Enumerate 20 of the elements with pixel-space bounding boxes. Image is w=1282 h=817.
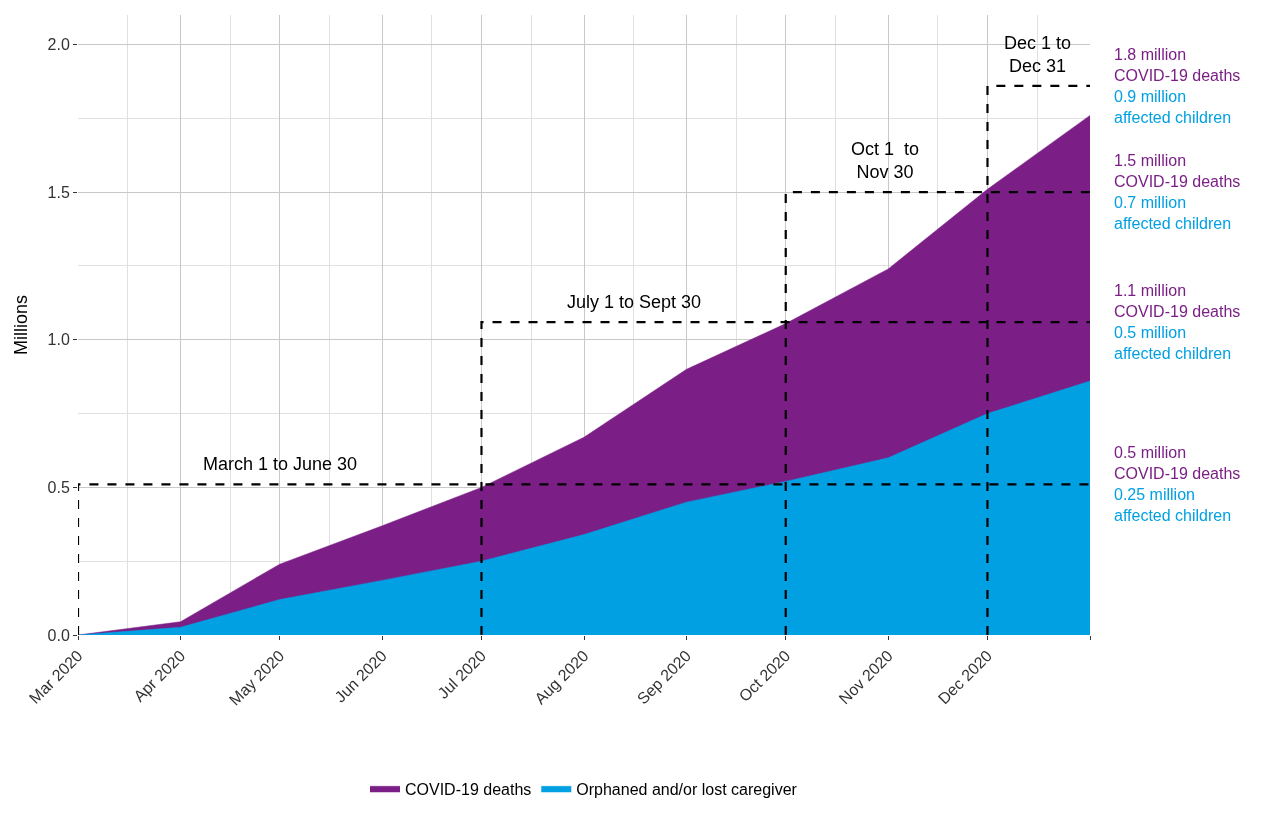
y-tick-label: 1.0 [47,331,70,349]
y-tick-label: 0.5 [47,478,70,496]
y-tick-label: 2.0 [47,36,70,54]
annotation: Dec 1 to Dec 31 [1004,33,1072,77]
annotation: March 1 to June 30 [203,454,358,474]
annotation: July 1 to Sept 30 [567,292,702,312]
annotation: 0.5 million affected children [1114,324,1232,362]
annotation: 0.5 million COVID-19 deaths [1114,444,1241,482]
legend-label: COVID-19 deaths [405,780,532,798]
annotation: Oct 1 to Nov 30 [851,139,920,183]
y-axis-title: Millions [10,294,31,356]
annotation: 0.25 million affected children [1114,486,1232,524]
legend-label: Orphaned and/or lost caregiver [576,780,798,798]
annotation: 0.9 million affected children [1114,88,1232,126]
annotation: 0.7 million affected children [1114,194,1232,232]
annotation: 1.1 million COVID-19 deaths [1114,282,1241,320]
y-tick-label: 1.5 [47,183,70,201]
annotation: 1.5 million COVID-19 deaths [1114,152,1241,190]
y-tick-label: 0.0 [47,626,70,644]
annotation: 1.8 million COVID-19 deaths [1114,46,1241,84]
